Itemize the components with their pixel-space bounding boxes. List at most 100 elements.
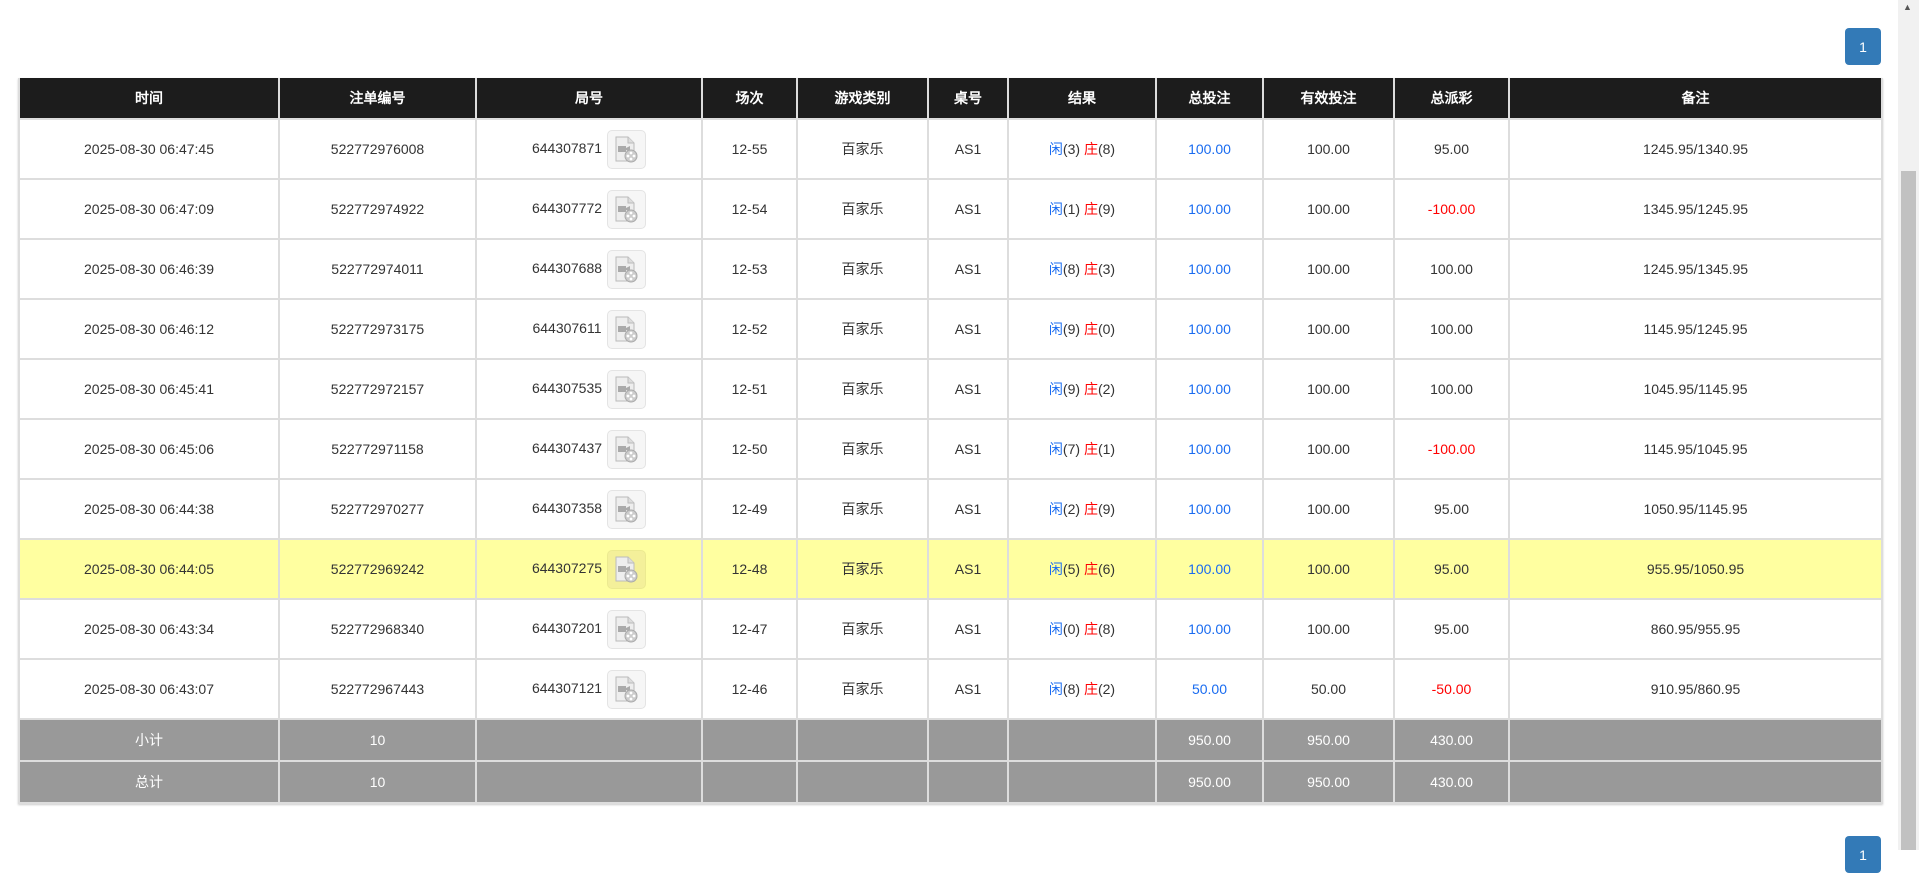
cell-game-type: 百家乐 [796, 598, 929, 660]
banker-label: 庄 [1083, 261, 1098, 277]
header-total-bet: 总投注 [1155, 78, 1264, 120]
round-number: 644307772 [531, 199, 603, 216]
cell-time: 2025-08-30 06:47:45 [18, 118, 280, 180]
round-number: 644307611 [532, 319, 602, 336]
banker-label: 庄 [1083, 141, 1098, 157]
video-replay-icon[interactable] [607, 189, 647, 229]
video-replay-icon[interactable] [607, 549, 647, 589]
player-score: (0) [1062, 621, 1081, 637]
cell-round: 644307437 [475, 418, 703, 480]
cell-total-bet: 100.00 [1155, 478, 1264, 540]
video-replay-icon[interactable] [607, 429, 647, 469]
cell-payout: -50.00 [1393, 658, 1510, 720]
video-replay-icon[interactable] [607, 609, 647, 649]
cell-session: 12-55 [701, 118, 798, 180]
scrollbar-thumb[interactable] [1901, 171, 1916, 850]
vertical-scrollbar[interactable]: ▲ [1898, 0, 1919, 850]
banker-score: (6) [1097, 561, 1116, 577]
cell-note: 910.95/860.95 [1508, 658, 1883, 720]
video-replay-icon[interactable] [607, 369, 647, 409]
cell-note: 1245.95/1345.95 [1508, 238, 1883, 300]
cell-valid-bet: 100.00 [1262, 178, 1395, 240]
round-number: 644307201 [531, 619, 603, 636]
cell-table-no: AS1 [927, 118, 1009, 180]
summary-empty-cell [1508, 760, 1883, 804]
cell-game-type: 百家乐 [796, 658, 929, 720]
summary-empty-cell [927, 760, 1009, 804]
cell-valid-bet: 100.00 [1262, 478, 1395, 540]
summary-count: 10 [278, 718, 477, 762]
cell-note: 1145.95/1245.95 [1508, 298, 1883, 360]
cell-note: 1145.95/1045.95 [1508, 418, 1883, 480]
summary-label: 小计 [18, 718, 280, 762]
cell-table-no: AS1 [927, 238, 1009, 300]
summary-valid-bet: 950.00 [1262, 760, 1395, 804]
video-replay-icon[interactable] [607, 249, 647, 289]
table-row: 2025-08-30 06:45:41 522772972157 644307535… [18, 358, 1883, 420]
player-label: 闲 [1048, 681, 1063, 697]
summary-empty-cell [701, 760, 798, 804]
cell-session: 12-50 [701, 418, 798, 480]
cell-table-no: AS1 [927, 658, 1009, 720]
cell-game-type: 百家乐 [796, 358, 929, 420]
cell-total-bet: 100.00 [1155, 118, 1264, 180]
cell-note: 860.95/955.95 [1508, 598, 1883, 660]
banker-label: 庄 [1083, 381, 1098, 397]
summary-empty-cell [1007, 760, 1157, 804]
banker-label: 庄 [1083, 201, 1098, 217]
video-replay-icon[interactable] [607, 489, 647, 529]
table-row: 2025-08-30 06:43:34 522772968340 644307201… [18, 598, 1883, 660]
cell-session: 12-49 [701, 478, 798, 540]
cell-result: 闲(9) 庄(2) [1007, 358, 1157, 420]
summary-empty-cell [701, 718, 798, 762]
header-game-type: 游戏类别 [796, 78, 929, 120]
cell-payout: -100.00 [1393, 178, 1510, 240]
banker-label: 庄 [1083, 561, 1098, 577]
cell-payout: 100.00 [1393, 298, 1510, 360]
scroll-up-arrow-icon[interactable]: ▲ [1903, 2, 1912, 12]
cell-round: 644307688 [475, 238, 703, 300]
cell-table-no: AS1 [927, 478, 1009, 540]
player-label: 闲 [1048, 261, 1063, 277]
cell-bet-id: 522772971158 [278, 418, 477, 480]
cell-round: 644307358 [475, 478, 703, 540]
banker-score: (9) [1097, 201, 1116, 217]
cell-total-bet: 100.00 [1155, 358, 1264, 420]
cell-payout: 95.00 [1393, 118, 1510, 180]
subtotal-row: 小计 10 950.00 950.00 430.00 [18, 718, 1883, 762]
summary-total-bet: 950.00 [1155, 760, 1264, 804]
video-replay-icon[interactable] [607, 669, 647, 709]
round-number: 644307437 [531, 439, 603, 456]
cell-payout: -100.00 [1393, 418, 1510, 480]
header-session: 场次 [701, 78, 798, 120]
cell-total-bet: 100.00 [1155, 598, 1264, 660]
cell-session: 12-47 [701, 598, 798, 660]
cell-round: 644307121 [475, 658, 703, 720]
video-replay-icon[interactable] [606, 309, 646, 349]
table-row: 2025-08-30 06:44:05 522772969242 644307275… [18, 538, 1883, 600]
pagination-page-1-top[interactable]: 1 [1845, 28, 1881, 65]
cell-round: 644307535 [475, 358, 703, 420]
cell-valid-bet: 50.00 [1262, 658, 1395, 720]
cell-result: 闲(1) 庄(9) [1007, 178, 1157, 240]
cell-note: 955.95/1050.95 [1508, 538, 1883, 600]
summary-empty-cell [1007, 718, 1157, 762]
cell-table-no: AS1 [927, 178, 1009, 240]
banker-label: 庄 [1083, 681, 1098, 697]
summary-empty-cell [796, 718, 929, 762]
video-replay-icon[interactable] [607, 129, 647, 169]
round-number: 644307275 [531, 559, 603, 576]
cell-payout: 95.00 [1393, 538, 1510, 600]
cell-time: 2025-08-30 06:45:41 [18, 358, 280, 420]
round-number: 644307688 [531, 259, 603, 276]
cell-time: 2025-08-30 06:44:05 [18, 538, 280, 600]
round-number: 644307871 [531, 139, 603, 156]
cell-bet-id: 522772974011 [278, 238, 477, 300]
cell-bet-id: 522772969242 [278, 538, 477, 600]
cell-session: 12-53 [701, 238, 798, 300]
player-score: (1) [1062, 201, 1081, 217]
cell-time: 2025-08-30 06:43:34 [18, 598, 280, 660]
cell-total-bet: 100.00 [1155, 238, 1264, 300]
banker-label: 庄 [1083, 501, 1098, 517]
pagination-page-1-bottom[interactable]: 1 [1845, 836, 1881, 873]
